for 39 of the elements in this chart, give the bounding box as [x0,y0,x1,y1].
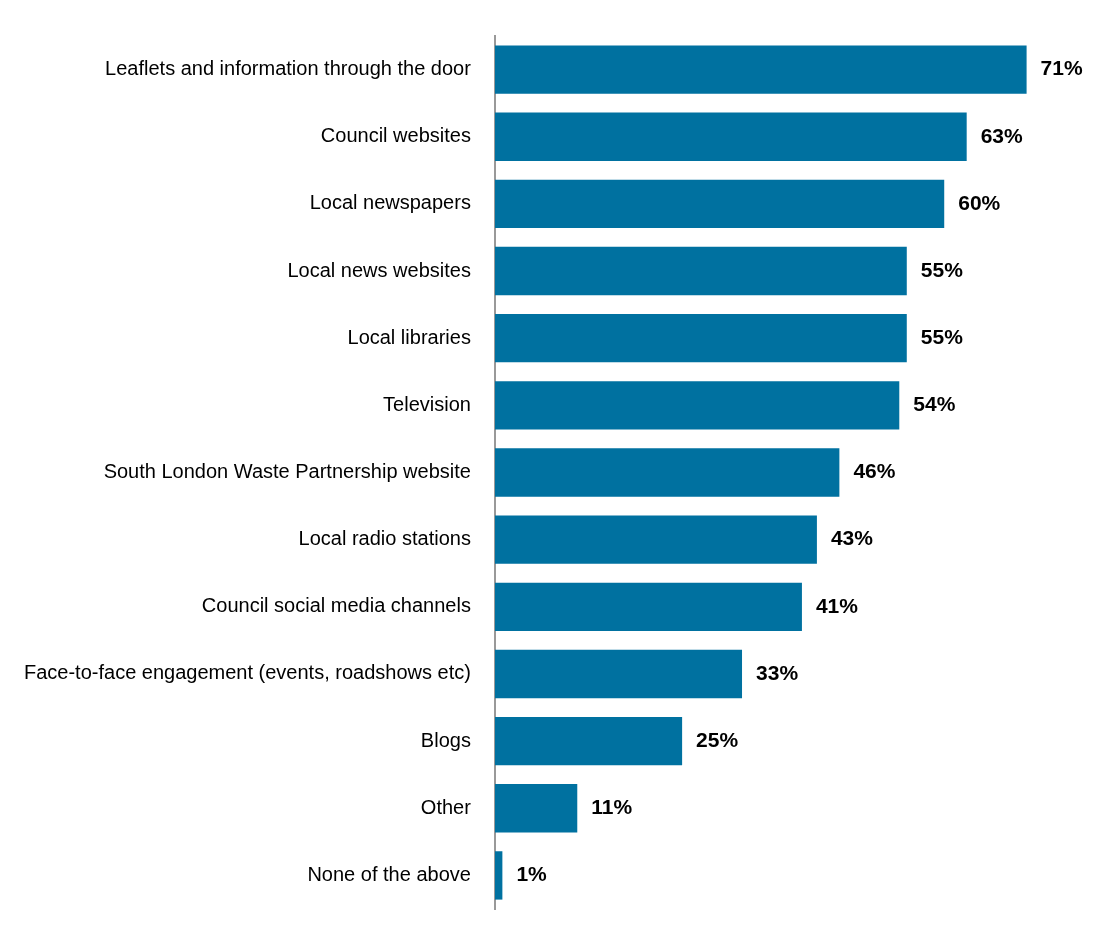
data-label: 33% [756,660,799,684]
bar [494,45,1027,94]
data-label: 55% [920,324,964,348]
bar [494,515,817,564]
bar [494,851,503,900]
data-label: 71% [1040,56,1083,80]
y-tick-label: Local radio stations [298,527,471,550]
data-label: 43% [830,526,874,550]
bar [494,179,945,229]
data-label: 60% [958,190,1001,214]
bar [494,582,802,631]
bar [494,649,743,699]
y-tick-label: Local news websites [287,258,471,281]
bar [494,448,840,497]
y-tick-label: South London Waste Partnership website [103,460,471,483]
data-label: 11% [591,795,633,819]
bar [494,314,907,363]
bar [494,246,907,296]
data-label: 46% [853,459,896,483]
y-tick-label: Face-to-face engagement (events, roadshows etc) [23,661,471,684]
bar [494,716,683,766]
data-label: 25% [696,727,739,751]
y-tick-label: Council websites [320,124,471,147]
bar [494,381,900,430]
y-tick-label: Council social media channels [201,594,471,617]
y-tick-label: Other [420,795,472,818]
data-label: 54% [913,392,956,416]
data-label: 63% [980,123,1024,147]
data-label: 41% [815,593,859,617]
y-tick-label: Blogs [420,728,471,751]
data-label: 55% [920,257,964,281]
y-tick-label: Television [383,392,471,415]
y-tick-label: Local newspapers [309,191,471,214]
y-tick-label: Leaflets and information through the door [105,57,472,80]
data-label: 1% [516,862,548,886]
bar [494,112,967,161]
bar [494,784,578,833]
y-tick-label: None of the above [307,862,471,885]
y-tick-label: Local libraries [347,325,471,348]
